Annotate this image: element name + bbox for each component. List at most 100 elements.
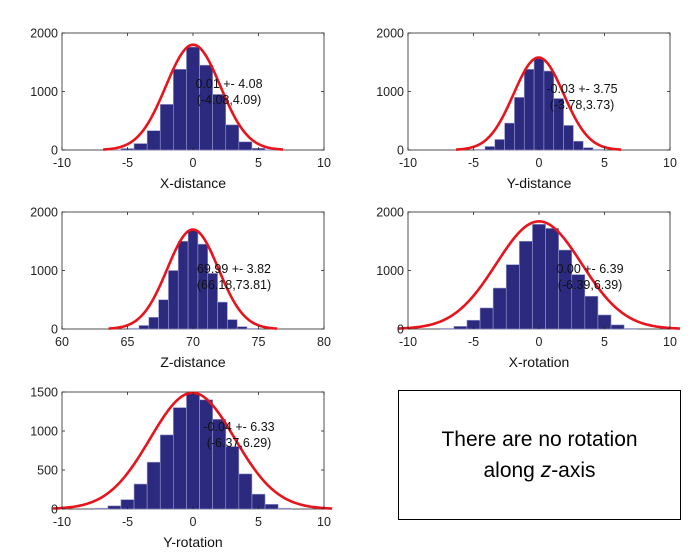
x-tick-label: 80: [317, 335, 331, 349]
x-tick-label: -5: [468, 335, 479, 349]
histogram-bar: [453, 326, 468, 330]
y-tick-label: 0: [51, 503, 58, 517]
histogram-bar: [168, 270, 179, 330]
x-tick-label: -5: [122, 156, 133, 170]
y-tick-label: 1500: [30, 386, 58, 400]
note-line-1: There are no rotation: [441, 428, 638, 451]
histogram-bar: [523, 68, 535, 151]
y-tick-label: 1000: [30, 264, 58, 278]
y-tick-label: 2000: [376, 27, 404, 41]
stat-annotation: 69.99 +- 3.82: [197, 262, 271, 276]
histogram-bar: [553, 98, 564, 151]
chart-x-distance: -10 -5 0 5 10 0 1000 2000 X-distance 0.01 +- 4.08…: [30, 27, 331, 192]
stat-annotation: -0.04 +- 6.33: [203, 420, 274, 434]
x-tick-label: 0: [536, 335, 543, 349]
x-axis-label: Y-rotation: [163, 534, 222, 550]
histogram-bar: [148, 316, 159, 330]
histogram-bar: [277, 507, 292, 510]
y-tick-label: 2000: [376, 206, 404, 220]
x-axis-label: X-rotation: [509, 354, 570, 370]
y-tick-label: 2000: [30, 206, 58, 220]
stat-annotation: (66.18,73.81): [197, 278, 271, 292]
stat-annotation: 0.00 +- 6.39: [556, 262, 623, 276]
histogram-bar: [94, 507, 109, 510]
histogram-bar: [246, 328, 258, 330]
histogram-bar: [159, 434, 174, 510]
histogram-bar: [238, 473, 253, 510]
x-tick-label: 10: [663, 335, 677, 349]
x-tick-label: 5: [601, 156, 608, 170]
x-tick-label: 10: [317, 156, 331, 170]
y-tick-label: 500: [37, 464, 58, 478]
histogram-bar: [545, 228, 559, 330]
histogram-bar: [494, 139, 505, 151]
stat-annotation: 0.01 +- 4.08: [195, 77, 262, 91]
histogram-bar: [225, 446, 240, 510]
histogram-bar: [264, 504, 279, 510]
chart-x-rotation: -10 -5 0 5 10 0 1000 2000 X-rotation 0.00 +- 6.39…: [376, 206, 680, 370]
histogram-bar: [236, 326, 248, 330]
x-tick-label: 65: [121, 335, 135, 349]
note-line-2: along z-axis: [441, 455, 637, 486]
histogram-bar: [212, 94, 227, 151]
histogram-bar: [238, 141, 253, 151]
y-tick-label: 2000: [30, 27, 58, 41]
y-tick-label: 1000: [376, 264, 404, 278]
histogram-bar: [440, 328, 455, 330]
histogram-bar: [158, 299, 169, 330]
x-tick-label: 70: [186, 335, 200, 349]
histogram-bar: [173, 407, 187, 510]
histogram-bar: [505, 264, 520, 330]
y-tick-label: 0: [397, 144, 404, 158]
x-tick-label: 5: [255, 515, 262, 529]
histogram-bar: [173, 68, 187, 151]
stat-annotation: (-4.08,4.09): [197, 93, 262, 107]
histogram-bar: [225, 124, 240, 151]
histogram-bar: [133, 483, 148, 510]
histogram-bar: [199, 399, 213, 510]
note-line-2-prefix: along: [483, 459, 541, 482]
y-tick-label: 0: [51, 323, 58, 337]
histogram-bar: [146, 461, 161, 510]
x-tick-label: 0: [190, 515, 197, 529]
stat-annotation: -0.03 +- 3.75: [546, 82, 617, 96]
chart-y-distance: -10 -5 0 5 10 0 1000 2000 Y-distance -0.03 +- 3.7…: [376, 27, 677, 192]
histogram-bar: [207, 273, 218, 330]
histogram-bar: [492, 287, 507, 330]
histogram-bar: [573, 140, 584, 151]
x-tick-label: 60: [55, 335, 69, 349]
x-tick-label: -10: [399, 156, 417, 170]
histogram-bar: [584, 295, 599, 330]
fit-curve: [398, 220, 680, 330]
histogram-bar: [474, 149, 486, 151]
x-axis-label: Y-distance: [507, 175, 572, 191]
histogram-bar: [533, 58, 545, 151]
histogram-bar: [610, 324, 625, 330]
x-axis-label: Z-distance: [160, 354, 226, 370]
histogram-bar: [138, 325, 150, 330]
histogram-bar: [177, 240, 189, 330]
histogram-bar: [504, 122, 515, 151]
histogram-bar: [479, 307, 494, 330]
histogram-bar: [217, 301, 228, 330]
histogram-bar: [107, 505, 122, 510]
fit-curve: [455, 56, 622, 151]
fit-curve: [103, 43, 284, 151]
histogram-bar: [227, 319, 238, 330]
x-tick-label: 0: [190, 156, 197, 170]
histogram-bar: [532, 223, 546, 330]
chart-z-distance: 60 65 70 75 80 0 1000 2000 Z-distance 69.99 +- 3.…: [30, 206, 331, 371]
histogram-bar: [582, 147, 594, 151]
stat-annotation: (-6.37,6.29): [207, 436, 272, 450]
x-tick-label: -10: [53, 156, 71, 170]
x-tick-label: 5: [601, 335, 608, 349]
histogram-bar: [623, 328, 638, 330]
histogram-bar: [146, 130, 161, 151]
histogram-bar: [592, 149, 604, 151]
y-tick-label: 1000: [376, 85, 404, 99]
y-tick-label: 1000: [30, 425, 58, 439]
chart-y-rotation: -10 -5 0 5 10 0 500 1000 1500 Y-rotation -0.04 +- …: [30, 386, 333, 550]
histogram-bar: [133, 143, 148, 151]
x-tick-label: 10: [663, 156, 677, 170]
